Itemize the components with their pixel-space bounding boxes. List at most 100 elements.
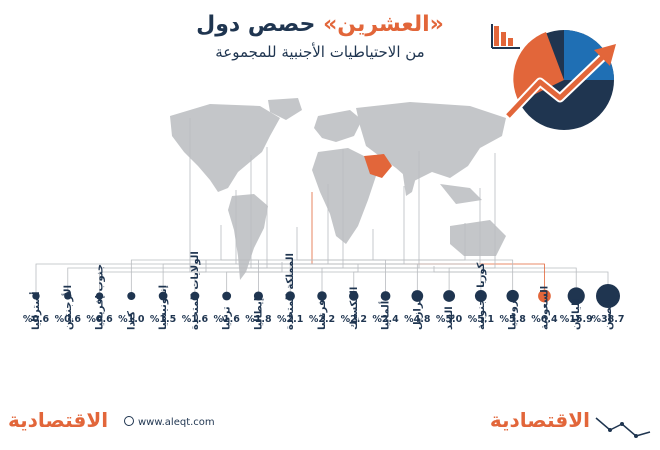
- connector-line: [194, 149, 344, 292]
- bubble: [222, 291, 232, 301]
- value-label: %1.6: [182, 314, 209, 325]
- bubble: [253, 291, 263, 301]
- country-label: أستراليا: [29, 291, 42, 330]
- website-url[interactable]: www.aleqt.com: [124, 416, 215, 428]
- connector-lines: [35, 118, 609, 293]
- chart-title: «العشرين» حصص دول: [140, 10, 500, 40]
- value-label: %6.4: [531, 314, 558, 325]
- value-label: %2.2: [309, 314, 335, 325]
- bubble: [411, 290, 424, 302]
- connector-line: [235, 190, 418, 291]
- title-prefix: حصص دول: [196, 12, 316, 37]
- value-label: %1.0: [118, 314, 145, 325]
- title-highlight: «العشرين»: [323, 12, 444, 37]
- globe-icon: [124, 416, 134, 426]
- map-australia: [450, 220, 506, 256]
- value-label: %0.6: [23, 314, 50, 325]
- value-label: %5.0: [436, 314, 463, 325]
- value-label: %5.1: [468, 314, 494, 325]
- country-label: روسيا: [508, 300, 519, 330]
- map-greenland: [268, 98, 302, 120]
- bubble: [596, 284, 620, 308]
- country-label: جنوب إفريقيا: [95, 264, 106, 330]
- connector-line: [311, 192, 545, 290]
- country-label: المملكة المتحدة: [285, 253, 296, 330]
- connector-line: [250, 155, 577, 288]
- value-label: %1.5: [150, 314, 176, 325]
- value-label: %38.7: [592, 314, 625, 325]
- growth-chart-icon: [491, 24, 616, 130]
- country-label: الأرجنتين: [61, 285, 74, 330]
- title-block: «العشرين» حصص دول من الاحتياطيات الأجنبي…: [140, 10, 500, 64]
- bubble: [127, 291, 136, 301]
- value-label: %2.1: [277, 314, 303, 325]
- value-label: %2.4: [372, 314, 399, 325]
- map-north-america: [170, 104, 280, 192]
- value-label: %4.8: [404, 314, 431, 325]
- footer: الاقتصادية www.aleqt.com الاقتصادية: [0, 408, 660, 450]
- bubble: [285, 291, 295, 301]
- url-text: www.aleqt.com: [138, 417, 215, 428]
- connector-line: [372, 229, 514, 290]
- bubble: [380, 291, 391, 301]
- bubble: [158, 291, 168, 301]
- country-label: المكسيك: [349, 287, 360, 330]
- bubble: [443, 290, 456, 302]
- value-label: %1.8: [245, 314, 272, 325]
- bubble: [349, 291, 359, 301]
- connector-line: [448, 153, 496, 291]
- bubble: [474, 290, 487, 302]
- country-label: تركيا: [222, 306, 233, 330]
- chart-subtitle: من الاحتياطيات الأجنبية للمجموعة: [215, 43, 425, 61]
- value-label: %1.6: [213, 314, 240, 325]
- bubble: [506, 289, 519, 303]
- connector-line: [35, 184, 329, 293]
- map-saudi-arabia: [364, 154, 392, 178]
- line-graph-icon: [595, 417, 651, 438]
- country-label: اليابان: [571, 299, 582, 330]
- map-africa: [312, 148, 376, 244]
- country-label: كوريا الجنوبية: [476, 262, 487, 330]
- connector-line: [226, 262, 283, 292]
- country-label: السعودية: [539, 286, 550, 330]
- bubble: [567, 287, 585, 305]
- value-label: %5.8: [499, 314, 526, 325]
- connector-line: [321, 151, 420, 292]
- bubble: [190, 291, 200, 301]
- bubble: [317, 291, 327, 301]
- country-label: الصين: [603, 300, 614, 330]
- map-southeast-asia: [440, 184, 482, 204]
- country-label: ألمانيا: [379, 301, 392, 330]
- bubble: [538, 289, 551, 303]
- value-label: %15.9: [560, 314, 593, 325]
- bubble: [32, 292, 40, 300]
- map-south-america: [228, 194, 268, 280]
- connector-line: [433, 266, 482, 291]
- value-label: %2.2: [341, 314, 367, 325]
- country-label: إندونيسيا: [158, 285, 169, 330]
- country-label: فرنسا: [317, 300, 328, 330]
- brand-logo-left[interactable]: الاقتصادية: [8, 408, 109, 432]
- map-asia: [356, 102, 506, 182]
- country-label: البرازيل: [412, 291, 423, 330]
- country-labels: الصين اليابان السعودية روسيا كوريا الجنوبية ا…: [29, 251, 614, 330]
- bubble-series: [32, 284, 620, 308]
- connector-line: [189, 118, 609, 284]
- connector-line: [296, 227, 386, 292]
- connector-line: [289, 188, 481, 292]
- value-labels: %38.7%15.9%6.4 %5.8 %5.1 %5.0 %4.8 %2.4 %2.2 %2…: [23, 314, 625, 325]
- bubble: [64, 292, 72, 300]
- connector-line: [99, 260, 207, 293]
- world-map: [170, 98, 506, 280]
- bubble: [95, 292, 104, 300]
- country-label: كندا: [126, 311, 137, 330]
- connector-line: [130, 223, 466, 292]
- map-europe: [314, 110, 362, 142]
- country-label: إيطاليا: [253, 298, 264, 330]
- value-label: %0.6: [55, 314, 82, 325]
- brand-logo-right[interactable]: الاقتصادية: [489, 408, 591, 432]
- connector-line: [67, 147, 268, 293]
- country-label: الهند: [444, 306, 455, 330]
- country-label: الولايات المتحدة: [190, 251, 201, 330]
